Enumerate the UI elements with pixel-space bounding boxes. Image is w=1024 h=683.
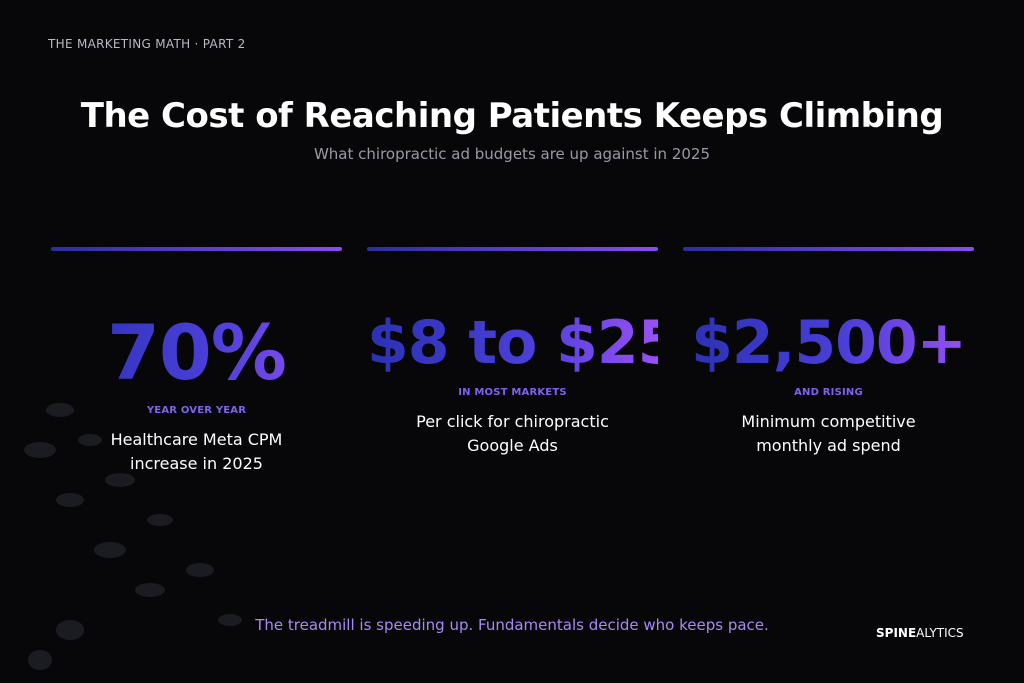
stat-card: 70% YEAR OVER YEAR Healthcare Meta CPM i… <box>51 247 342 476</box>
eyebrow: THE MARKETING MATH · PART 2 <box>48 37 246 51</box>
title: The Cost of Reaching Patients Keeps Clim… <box>80 96 944 136</box>
accent-bar <box>51 247 342 251</box>
tagline: The treadmill is speeding up. Fundamenta… <box>255 616 769 634</box>
stat-qualifier: IN MOST MARKETS <box>458 387 567 398</box>
decor-dots <box>24 403 242 670</box>
stat-card: $2,500+ AND RISING Minimum competitive m… <box>683 247 974 458</box>
stat-description: Per click for chiropractic Google Ads <box>416 412 609 455</box>
stat-value: 70% <box>51 315 342 391</box>
logo-light: ALYTICS <box>916 626 964 640</box>
stat-value: $2,500+ <box>683 313 974 373</box>
stat-description: Healthcare Meta CPM increase in 2025 <box>110 430 283 473</box>
stat-value: $8 to $25 <box>367 308 679 378</box>
logo-bold: SPINE <box>876 626 917 640</box>
stat-card: $8 to $25 IN MOST MARKETS Per click for … <box>367 247 679 458</box>
stat-qualifier: YEAR OVER YEAR <box>146 405 247 416</box>
stat-qualifier: AND RISING <box>794 387 863 398</box>
stat-description: Minimum competitive monthly ad spend <box>741 412 916 455</box>
logo: SPINEALYTICS <box>876 626 964 640</box>
subtitle: What chiropractic ad budgets are up agai… <box>313 145 711 163</box>
accent-bar <box>367 247 658 251</box>
accent-bar <box>683 247 974 251</box>
